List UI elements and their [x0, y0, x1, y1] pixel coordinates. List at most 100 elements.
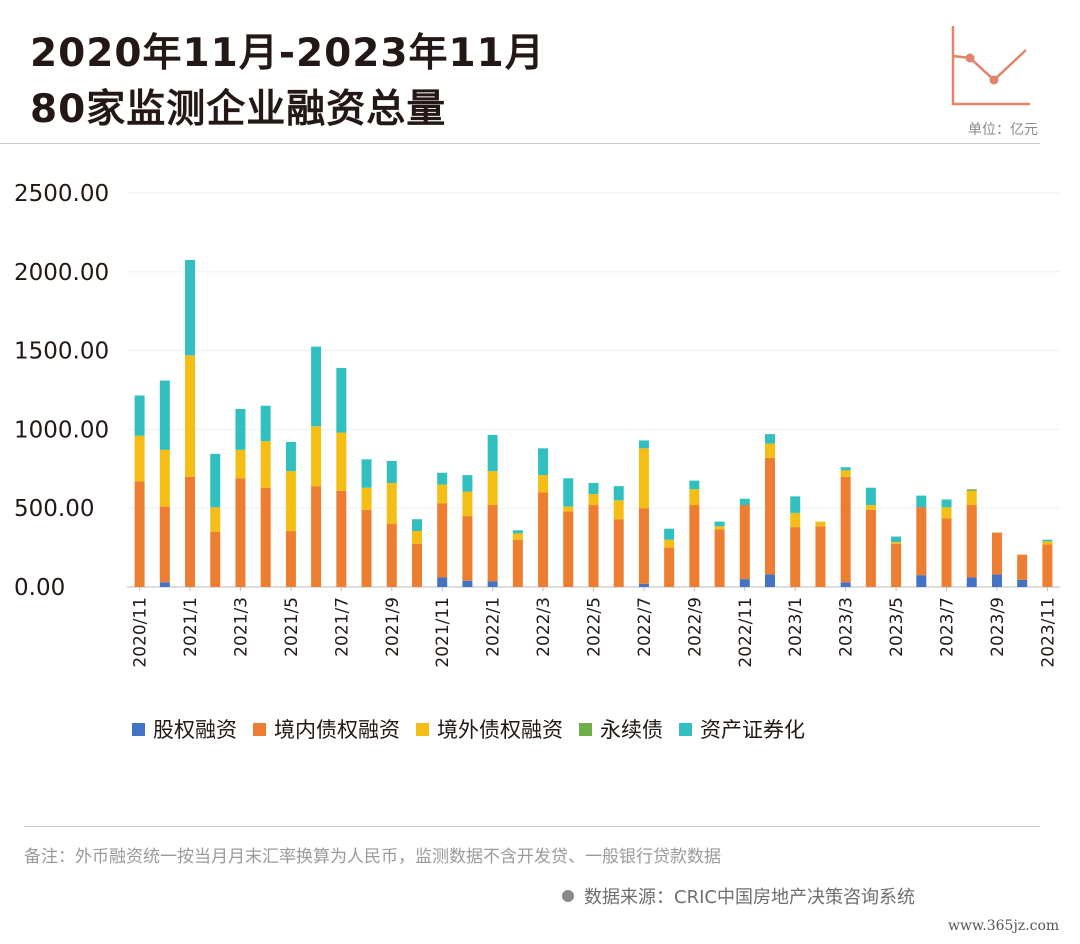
bar-segment	[386, 482, 397, 524]
legend-item: 境外债权融资	[416, 714, 563, 744]
bar-segment	[1042, 541, 1053, 545]
bar-segment	[462, 491, 473, 517]
bar-segment	[865, 505, 876, 510]
bar-segment	[210, 507, 221, 532]
legend-swatch	[132, 722, 145, 736]
bar-segment	[462, 475, 473, 492]
bar-segment	[512, 533, 523, 540]
bar-segment	[336, 490, 347, 587]
bar-segment	[185, 476, 196, 587]
bar-segment	[790, 512, 801, 528]
bar-segment	[991, 574, 1002, 587]
y-tick-label: 1000.00	[14, 417, 109, 443]
bar-segment	[386, 523, 397, 587]
bar-segment	[235, 449, 246, 479]
bar-segment	[487, 471, 498, 506]
bar-segment	[664, 528, 675, 540]
legend-swatch	[253, 722, 266, 736]
bar-segment	[638, 583, 649, 587]
bar-segment	[134, 435, 145, 482]
x-tick-label: 2021/1	[181, 597, 201, 657]
bar-segment	[1017, 554, 1028, 580]
bar-segment	[714, 526, 725, 530]
bar-segment	[311, 426, 322, 487]
line-chart-icon	[951, 26, 1030, 106]
bar-segment	[538, 448, 549, 476]
bar-segment	[538, 475, 549, 493]
legend-label: 股权融资	[153, 718, 237, 742]
bar-segment	[840, 476, 851, 583]
bar-segment	[689, 505, 700, 587]
legend-item: 境内债权融资	[253, 714, 400, 744]
bar-segment	[941, 518, 952, 587]
source-line: 数据来源：CRIC中国房地产决策咨询系统	[562, 883, 915, 909]
y-tick-label: 1500.00	[14, 339, 109, 365]
bar-segment	[285, 471, 296, 532]
legend-item: 股权融资	[132, 714, 237, 744]
chart-title-line-1: 2020年11月-2023年11月	[30, 31, 545, 76]
bar-segment	[411, 519, 422, 532]
bar-segment	[765, 574, 776, 587]
bar-segment	[613, 500, 624, 520]
bar-segment	[790, 527, 801, 587]
bar-segment	[285, 531, 296, 587]
x-tick-label: 2022/3	[534, 597, 554, 657]
chart-legend: 股权融资 境内债权融资 境外债权融资 永续债 资产证券化	[132, 714, 805, 744]
bar-segment	[563, 478, 574, 507]
x-tick-label: 2023/1	[786, 597, 806, 657]
unit-label: 单位：亿元	[968, 122, 1038, 138]
bar-segment	[966, 577, 977, 587]
x-tick-label: 2021/9	[383, 597, 403, 657]
bar-segment	[563, 511, 574, 587]
y-tick-label: 500.00	[14, 496, 94, 522]
bar-segment	[235, 478, 246, 587]
legend-item: 资产证券化	[679, 714, 805, 744]
bar-segment	[815, 521, 826, 527]
bar-segment	[285, 442, 296, 472]
bar-segment	[891, 543, 902, 587]
legend-label: 资产证券化	[700, 718, 805, 742]
x-tick-label: 2023/5	[887, 597, 907, 657]
bar-segment	[260, 405, 271, 442]
bar-segment	[487, 434, 498, 472]
legend-item: 永续债	[579, 714, 663, 744]
bar-segment	[437, 472, 448, 485]
bar-segment	[588, 482, 599, 495]
bar-segment	[739, 498, 750, 506]
bar-segment	[941, 507, 952, 519]
bar-segment	[311, 346, 322, 427]
bar-segment	[840, 467, 851, 471]
bar-segment	[487, 505, 498, 582]
bar-segment	[941, 499, 952, 508]
bar-segment	[714, 521, 725, 527]
bar-segment	[739, 579, 750, 587]
bar-segment	[336, 432, 347, 491]
bar-segment	[689, 489, 700, 506]
bar-segment	[159, 449, 170, 507]
footnote: 备注：外币融资统一按当月月末汇率换算为人民币，监测数据不含开发贷、一般银行贷款数…	[24, 847, 721, 867]
bar-segment	[159, 380, 170, 450]
x-tick-label: 2020/11	[131, 597, 151, 668]
bar-segment	[916, 575, 927, 587]
bar-segment	[588, 494, 599, 506]
bar-segment	[336, 367, 347, 433]
bar-segment	[966, 490, 977, 506]
bar-segment	[361, 459, 372, 488]
x-tick-label: 2023/7	[938, 597, 958, 657]
header-divider	[0, 143, 1040, 144]
x-tick-label: 2023/9	[988, 597, 1008, 657]
bar-segment	[361, 509, 372, 587]
bar-segment	[664, 539, 675, 548]
x-tick-label: 2022/9	[685, 597, 705, 657]
bar-segment	[991, 532, 1002, 575]
watermark-url: www.365jz.com	[948, 918, 1060, 934]
bar-segment	[134, 481, 145, 587]
footer-divider	[24, 826, 1040, 827]
bar-segment	[1042, 539, 1053, 542]
bar-segment	[891, 542, 902, 544]
legend-label: 境外债权融资	[437, 718, 563, 742]
bar-segment	[210, 453, 221, 508]
chart-title-line-2: 80家监测企业融资总量	[30, 87, 447, 132]
bar-segment	[613, 519, 624, 587]
bar-segment	[1017, 579, 1028, 587]
